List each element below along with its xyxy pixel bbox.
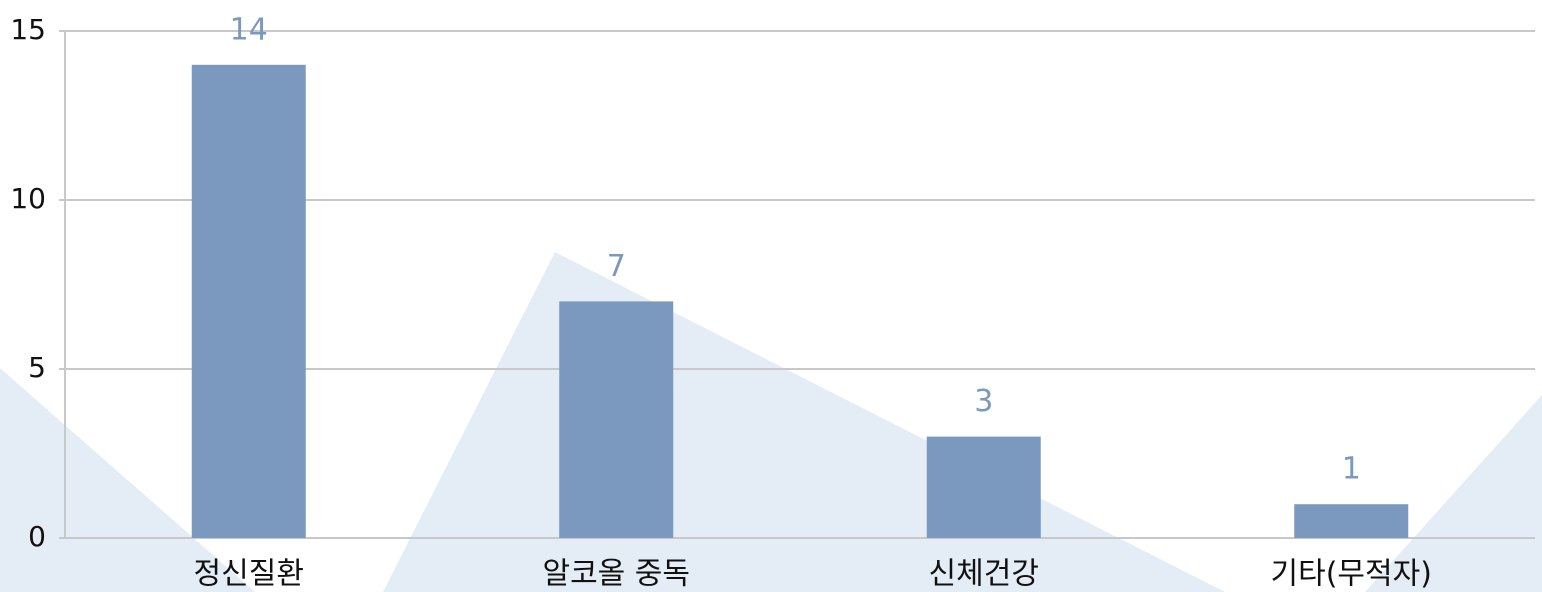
x-tick-label: 기타(무적자) bbox=[1271, 557, 1432, 592]
chart: 0 5 10 15 정신질환 14 알코올 중독 7 신체건강 3 기타(무적자) 1 bbox=[0, 0, 1542, 592]
bar bbox=[927, 437, 1041, 538]
x-tick-label: 신체건강 bbox=[929, 557, 1039, 592]
value-label: 3 bbox=[974, 384, 993, 419]
bar bbox=[1294, 504, 1408, 538]
page: {"chart_data": {"type": "bar", "categori… bbox=[0, 0, 1542, 592]
bar bbox=[192, 65, 306, 538]
x-tick-label: 정신질환 bbox=[194, 557, 304, 592]
value-label: 14 bbox=[230, 12, 268, 47]
y-tick-label: 5 bbox=[28, 351, 46, 384]
bar bbox=[559, 301, 673, 538]
y-tick-label: 10 bbox=[10, 182, 46, 215]
value-label: 7 bbox=[607, 249, 626, 284]
y-tick-label: 15 bbox=[10, 13, 46, 46]
y-tick-label: 0 bbox=[28, 520, 46, 553]
bg-triangle bbox=[383, 252, 1225, 592]
value-label: 1 bbox=[1342, 452, 1361, 487]
x-tick-label: 알코올 중독 bbox=[542, 557, 690, 592]
